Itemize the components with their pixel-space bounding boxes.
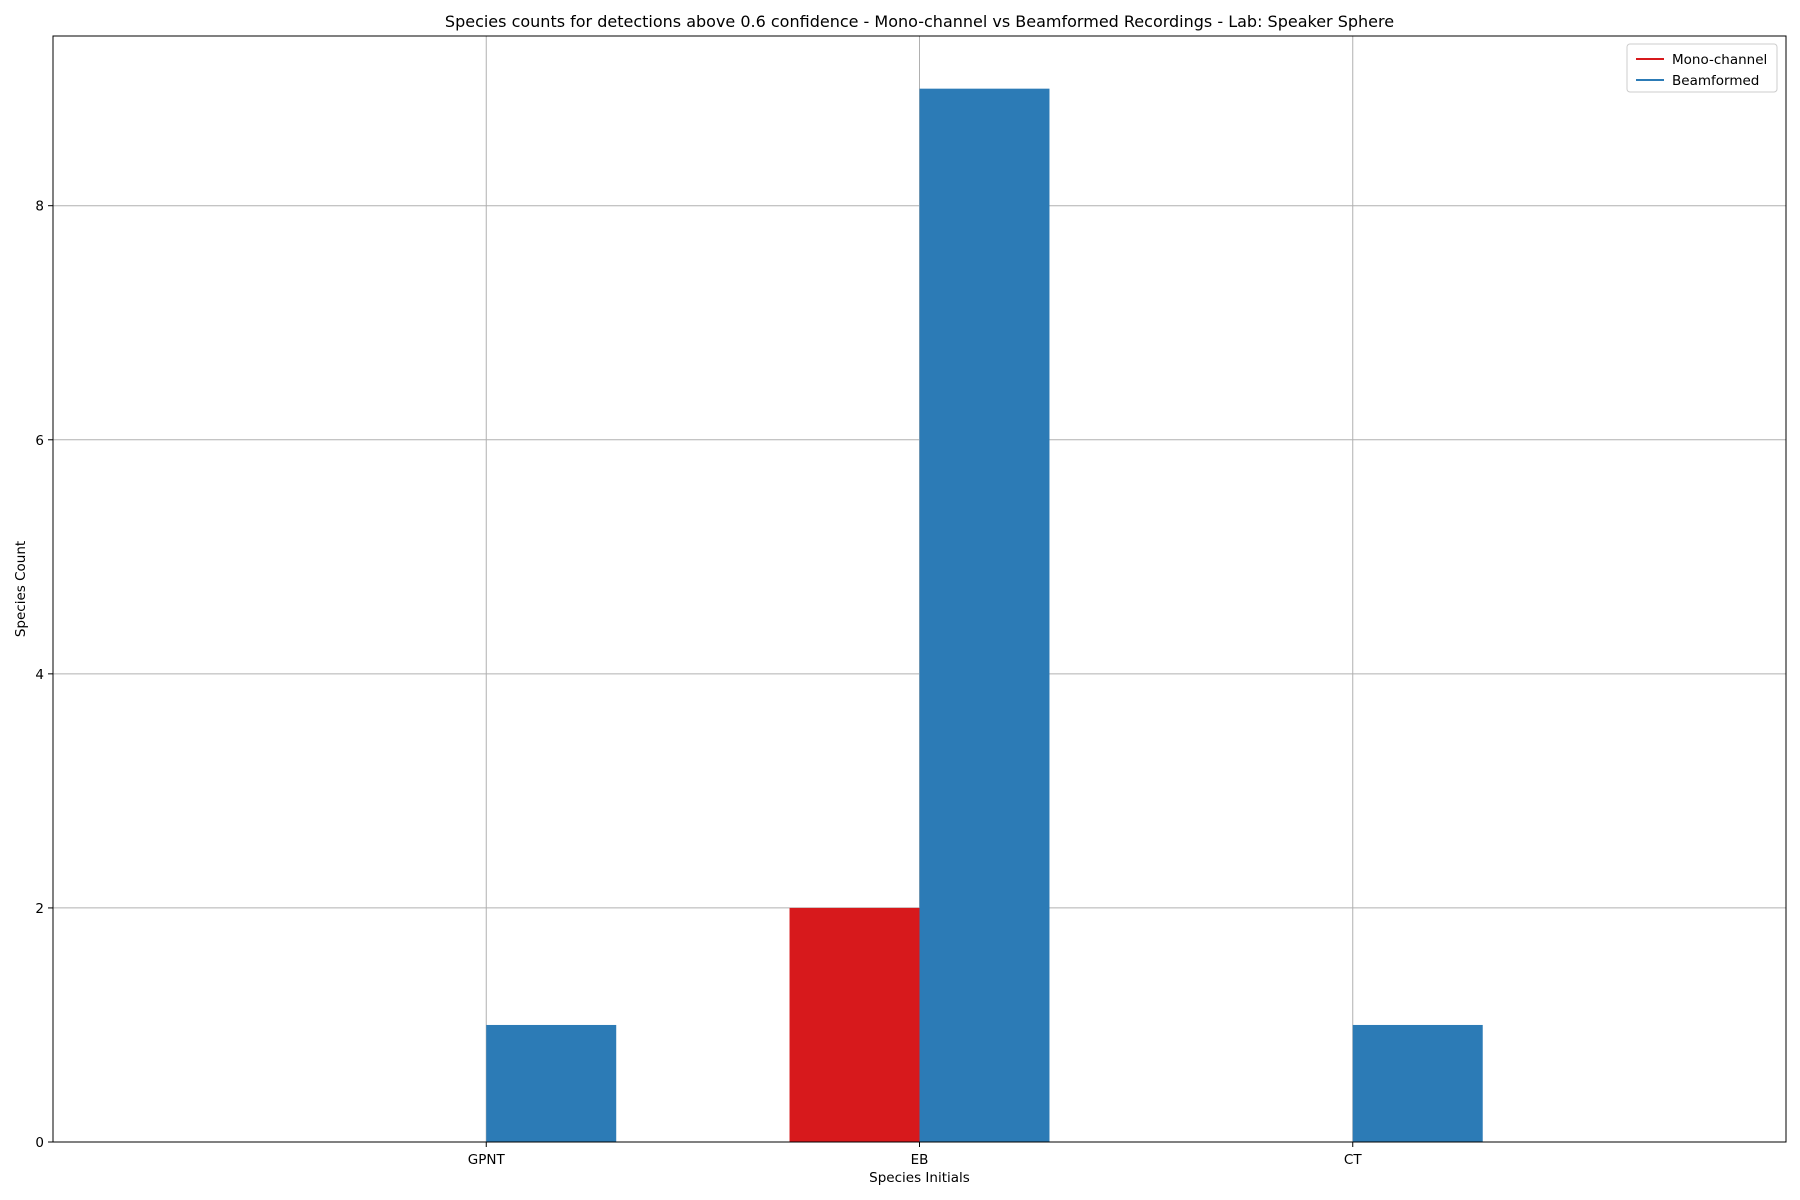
y-axis-label: Species Count xyxy=(13,541,29,637)
y-tick-label: 0 xyxy=(35,1135,44,1151)
x-tick-label: GPNT xyxy=(468,1152,506,1168)
y-tick-label: 6 xyxy=(35,433,44,449)
bars xyxy=(486,88,1483,1143)
y-tick-label: 8 xyxy=(35,199,44,215)
y-tick-label: 2 xyxy=(35,901,44,917)
bar-beamformed-eb xyxy=(919,88,1050,1143)
axis-ticks: GPNT EB CT 0 2 4 6 8 xyxy=(35,199,1362,1168)
chart-title: Species counts for detections above 0.6 … xyxy=(445,12,1394,31)
legend-label: Beamformed xyxy=(1672,73,1759,89)
bar-beamformed-gpnt xyxy=(486,1024,617,1142)
y-tick-label: 4 xyxy=(35,667,44,683)
x-axis-label: Species Initials xyxy=(869,1170,970,1186)
legend-label: Mono-channel xyxy=(1672,52,1767,68)
legend-box xyxy=(1626,43,1778,93)
bar-beamformed-ct xyxy=(1352,1024,1483,1142)
x-tick-label: CT xyxy=(1344,1152,1362,1168)
legend: Mono-channel Beamformed xyxy=(1626,43,1778,93)
bar-mono-channel-eb xyxy=(789,907,920,1142)
x-tick-label: EB xyxy=(911,1152,929,1168)
